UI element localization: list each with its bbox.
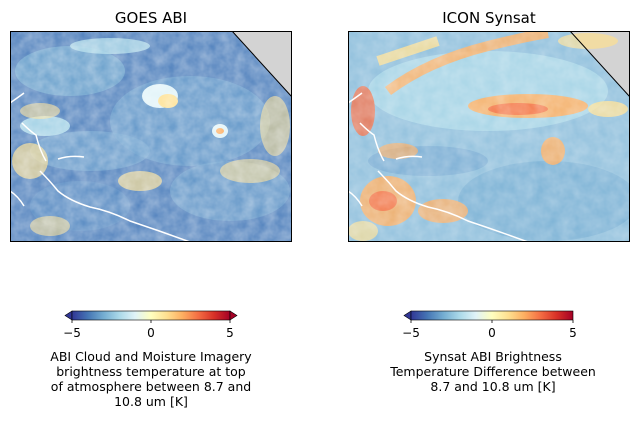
icon-synsat-map: [348, 31, 630, 242]
coastline: [10, 92, 191, 242]
colorbar-icon-tick-max: 5: [569, 326, 577, 340]
colorbar-goes-tick-mid: 0: [147, 326, 155, 340]
colorbar-goes-label: ABI Cloud and Moisture Imagery brightnes…: [50, 349, 252, 409]
panel-title-icon: ICON Synsat: [442, 9, 536, 27]
colorbar-goes: [64, 310, 238, 323]
colorbar-icon-tick-mid: 0: [488, 326, 496, 340]
panel-title-goes: GOES ABI: [114, 9, 188, 27]
colorbar-icon: [403, 310, 574, 323]
colorbar-goes-tick-max: 5: [226, 326, 234, 340]
colorbar-goes-tick-min: −5: [63, 326, 81, 340]
colorbar-icon-tick-min: −5: [402, 326, 420, 340]
goes-abi-map: [10, 31, 292, 242]
colorbar-icon-label: Synsat ABI Brightness Temperature Differ…: [390, 349, 596, 394]
